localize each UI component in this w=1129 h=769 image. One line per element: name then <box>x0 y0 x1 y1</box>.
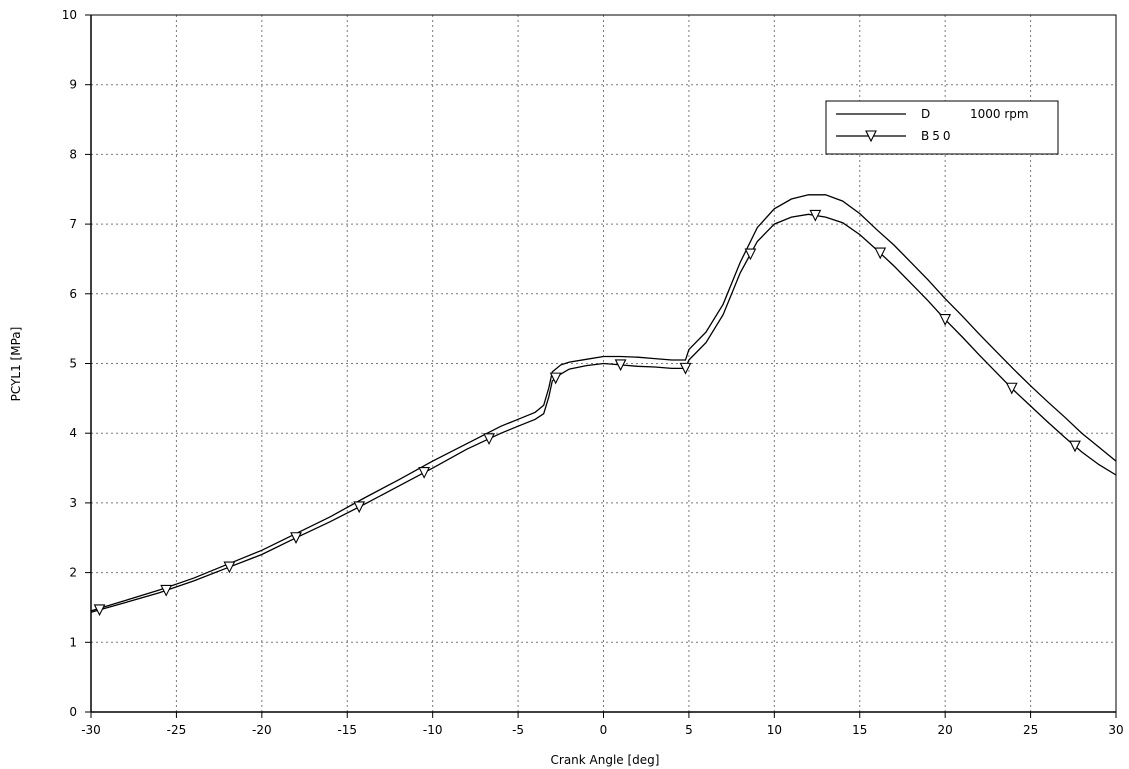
y-tick-label: 8 <box>69 147 77 161</box>
legend-box <box>825 100 1059 155</box>
x-tick-label: -25 <box>167 723 187 737</box>
y-tick-label: 7 <box>69 217 77 231</box>
y-tick-label: 2 <box>69 566 77 580</box>
b50-marker <box>679 362 692 375</box>
b50-marker <box>874 247 887 260</box>
series-line-b50 <box>90 213 1117 613</box>
legend-label-d: D <box>921 107 930 121</box>
legend-label-b50: B50 <box>921 129 954 143</box>
legend-note-rpm: 1000 rpm <box>970 107 1029 121</box>
x-tick-label: -10 <box>423 723 443 737</box>
y-tick-label: 9 <box>69 78 77 92</box>
x-axis-title: Crank Angle [deg] <box>551 753 660 767</box>
x-tick-label: -30 <box>81 723 101 737</box>
b50-marker <box>418 467 431 479</box>
y-tick-label: 1 <box>69 635 77 649</box>
b50-marker <box>1069 440 1081 453</box>
x-tick-label: 30 <box>1108 723 1123 737</box>
b50-marker <box>223 561 236 574</box>
x-tick-label: 5 <box>685 723 693 737</box>
x-tick-label: -20 <box>252 723 272 737</box>
b50-marker <box>290 532 302 544</box>
b50-marker <box>483 433 495 446</box>
legend: D 1000 rpm B50 <box>825 100 1059 155</box>
y-tick-label: 10 <box>62 8 77 22</box>
b50-marker <box>353 501 366 514</box>
b50-marker <box>809 209 822 222</box>
b50-marker <box>614 359 627 372</box>
y-tick-label: 5 <box>69 357 77 371</box>
x-tick-label: 10 <box>767 723 782 737</box>
y-tick-label: 4 <box>69 426 77 440</box>
y-tick-label: 0 <box>69 705 77 719</box>
x-tick-label: 20 <box>938 723 953 737</box>
y-tick-label: 3 <box>69 496 77 510</box>
b50-marker <box>549 372 562 385</box>
b50-marker <box>93 604 106 617</box>
legend-marker-b50 <box>865 130 877 143</box>
y-axis-title: PCYL1 [MPa] <box>9 327 23 402</box>
x-tick-label: 0 <box>600 723 608 737</box>
x-tick-label: -15 <box>337 723 357 737</box>
x-tick-label: 25 <box>1023 723 1038 737</box>
b50-marker <box>939 314 952 326</box>
x-tick-label: -5 <box>512 723 524 737</box>
series-lines <box>90 194 1117 613</box>
x-tick-label: 15 <box>852 723 867 737</box>
b50-marker <box>1005 382 1018 395</box>
b50-marker <box>160 584 173 597</box>
b50-marker <box>744 248 757 261</box>
x-tick-labels: -30 -25 -20 -15 -10 -5 0 5 10 15 20 25 30 <box>81 712 1124 737</box>
series-line-d <box>90 194 1117 612</box>
y-tick-label: 6 <box>69 287 77 301</box>
series-markers <box>93 209 1081 617</box>
y-tick-labels: 0 1 2 3 4 5 6 7 8 9 10 <box>62 8 91 719</box>
